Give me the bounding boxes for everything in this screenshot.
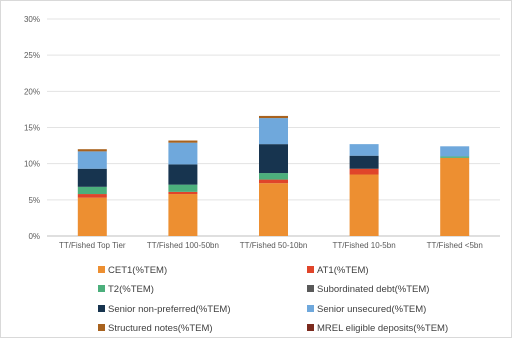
bar-segment [168,164,198,185]
bar-segment [440,157,470,236]
bar-segment [77,151,107,169]
bars [77,115,470,236]
x-axis-ticks: TT/Fished Top Tier TT/Fished 100-50bn TT/F… [59,241,483,250]
legend-swatch [98,266,105,273]
bar-segment [259,115,288,119]
bar-segment [77,194,107,198]
bar-segment [259,144,288,174]
bar-segment [259,173,288,180]
y-tick-label: 10% [24,160,40,169]
legend-label: MREL eligible deposits(%TEM) [317,323,448,334]
legend-swatch [307,324,314,331]
legend-swatch [98,324,105,331]
bar-segment [168,184,198,192]
y-tick-label: 15% [24,124,40,133]
legend-swatch [307,266,314,273]
bar-segment [259,183,288,236]
bar-segment [168,194,198,236]
legend-swatch [98,285,105,292]
x-tick-label: TT/Fished 100-50bn [147,241,219,250]
legend-label: Structured notes(%TEM) [108,323,213,334]
bar-segment [259,118,288,145]
x-tick-label: TT/Fished 50-10bn [240,241,308,250]
bar-segment [77,186,107,195]
bar-segment [168,191,198,195]
gridlines [47,18,500,237]
legend-label: Senior unsecured(%TEM) [317,304,426,315]
legend: CET1(%TEM) AT1(%TEM) T2(%TEM) Subordinated … [98,265,448,334]
y-tick-label: 0% [28,232,40,241]
y-tick-label: 20% [24,87,40,96]
legend-swatch [98,305,105,312]
y-tick-label: 5% [28,196,40,205]
bar-segment [259,179,288,184]
legend-label: Subordinated debt(%TEM) [317,284,429,295]
x-tick-label: TT/Fished Top Tier [59,241,126,250]
bar-segment [349,174,379,236]
bar-segment [440,156,470,158]
bar-segment [77,197,107,236]
bar-segment [77,168,107,187]
legend-label: AT1(%TEM) [317,265,369,276]
bar-segment [168,140,198,143]
x-tick-label: TT/Fished <5bn [427,241,483,250]
bar-segment [168,142,198,165]
y-tick-label: 25% [24,51,40,60]
bar-segment [440,146,470,157]
legend-swatch [307,305,314,312]
bar-segment [349,168,379,175]
legend-swatch [307,285,314,292]
legend-label: T2(%TEM) [108,284,154,295]
y-axis-ticks: 0% 5% 10% 15% 20% 25% 30% [24,15,40,241]
bar-segment [349,144,379,156]
y-tick-label: 30% [24,15,40,24]
bar-segment [349,155,379,169]
legend-label: CET1(%TEM) [108,265,167,276]
legend-label: Senior non-preferred(%TEM) [108,304,231,315]
bar-segment [77,149,107,152]
x-tick-label: TT/Fished 10-5bn [333,241,396,250]
